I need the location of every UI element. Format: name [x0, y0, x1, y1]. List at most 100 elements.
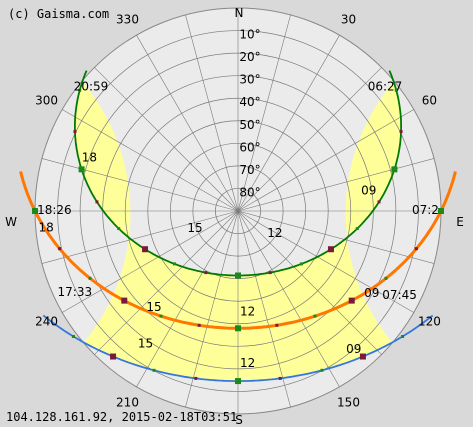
- equinox-time-label: 07:2: [412, 203, 439, 217]
- altitude-ring-label: 40°: [239, 95, 260, 109]
- hour-marker: [414, 247, 418, 251]
- equinox-time-label: 09: [364, 286, 379, 300]
- hour-marker: [110, 353, 117, 360]
- hour-marker: [384, 276, 388, 280]
- cardinal-west: W: [5, 215, 17, 229]
- hour-marker: [359, 353, 366, 360]
- azimuth-spoke: [237, 210, 382, 355]
- azimuth-tick-label: 240: [35, 315, 58, 329]
- winter-time-label: 12: [240, 356, 255, 370]
- summer-time-label: 20:59: [74, 80, 109, 94]
- cardinal-north: N: [235, 6, 244, 20]
- hour-marker: [313, 314, 317, 318]
- azimuth-spoke: [237, 158, 435, 212]
- azimuth-spoke: [94, 210, 239, 355]
- hour-marker: [78, 166, 85, 173]
- hour-marker: [95, 200, 99, 204]
- hour-marker: [268, 271, 272, 275]
- grid: [35, 8, 441, 414]
- hour-marker: [278, 376, 282, 380]
- summer-time-label: 15: [187, 221, 202, 235]
- azimuth-spoke: [237, 210, 291, 408]
- hour-marker: [235, 378, 241, 385]
- altitude-ring-label: 10°: [239, 28, 260, 42]
- cardinal-east: E: [456, 215, 464, 229]
- azimuth-tick-label: 60: [422, 94, 437, 108]
- hour-marker: [300, 262, 304, 266]
- hour-marker: [117, 227, 121, 231]
- azimuth-spoke: [237, 109, 414, 212]
- hour-marker: [73, 130, 77, 134]
- footer-stamp: 104.128.161.92, 2015-02-18T03:51: [6, 410, 237, 424]
- altitude-ring-labels: 10° 20° 30° 40° 50° 60° 70° 80°: [239, 28, 260, 200]
- copyright-text: (c) Gaisma.com: [8, 7, 109, 21]
- azimuth-spoke: [62, 109, 239, 212]
- hour-markers: [32, 88, 444, 385]
- azimuth-spoke: [41, 158, 239, 212]
- azimuth-tick-label: 300: [35, 94, 58, 108]
- equinox-time-label: 15: [146, 300, 161, 314]
- winter-time-label: 17:33: [58, 285, 93, 299]
- hour-marker: [348, 297, 355, 304]
- hour-marker: [399, 130, 403, 134]
- hour-marker: [197, 323, 201, 327]
- azimuth-spoke: [94, 67, 239, 212]
- hour-marker: [204, 271, 208, 275]
- hour-marker: [172, 262, 176, 266]
- summer-time-label: 06:27: [368, 80, 403, 94]
- azimuth-tick-label: 210: [116, 395, 139, 409]
- azimuth-spoke: [237, 210, 414, 313]
- daylight-band: [74, 81, 402, 382]
- winter-time-label: 07:45: [382, 288, 417, 302]
- summer-time-label: 18: [82, 151, 97, 165]
- altitude-ring-label: 80°: [239, 185, 260, 199]
- equinox-time-label: 18: [39, 221, 54, 235]
- azimuth-tick-label: 30: [341, 13, 356, 27]
- hour-marker: [401, 334, 405, 338]
- hour-marker: [327, 246, 334, 253]
- cardinal-south: S: [235, 413, 243, 427]
- hour-marker: [235, 325, 241, 332]
- winter-time-label: 09: [346, 342, 361, 356]
- azimuth-tick-label: 330: [116, 13, 139, 27]
- summer-time-label: 09: [361, 183, 376, 197]
- hour-marker: [377, 200, 381, 204]
- altitude-ring-label: 60°: [239, 140, 260, 154]
- azimuth-tick-labels: 30 60 120 150 210 240 300 330: [35, 13, 441, 410]
- altitude-ring-label: 30°: [239, 73, 260, 87]
- winter-time-label: 15: [138, 337, 153, 351]
- series-time-labels: 20:59 06:27 18 15 12 09 18:26 07:2 18 15 12 09 17:33…: [37, 80, 439, 371]
- azimuth-spoke: [237, 67, 382, 212]
- hour-marker: [32, 208, 38, 214]
- hour-marker: [152, 368, 156, 372]
- hour-marker: [320, 368, 324, 372]
- hour-marker: [88, 276, 92, 280]
- hour-marker: [235, 272, 241, 279]
- hour-marker: [142, 246, 149, 253]
- summer-time-label: 12: [267, 226, 282, 240]
- hour-marker: [71, 334, 75, 338]
- azimuth-spoke: [237, 14, 291, 212]
- azimuth-spoke: [136, 210, 239, 387]
- hour-marker: [355, 227, 359, 231]
- azimuth-spoke: [136, 35, 239, 212]
- azimuth-spoke: [41, 210, 239, 264]
- hour-marker: [394, 88, 398, 92]
- hour-marker: [438, 208, 444, 214]
- hour-marker: [194, 376, 198, 380]
- azimuth-spoke: [185, 14, 239, 212]
- hour-marker: [121, 297, 128, 304]
- hour-marker: [391, 166, 398, 173]
- equinox-time-label: 12: [240, 304, 255, 318]
- azimuth-spoke: [62, 210, 239, 313]
- hour-marker: [58, 247, 62, 251]
- hour-marker: [275, 323, 279, 327]
- altitude-ring-label: 70°: [239, 163, 260, 177]
- hour-marker: [78, 88, 82, 92]
- azimuth-spoke: [237, 35, 340, 212]
- azimuth-spoke: [237, 210, 435, 264]
- hour-marker: [159, 314, 163, 318]
- altitude-ring-label: 50°: [239, 118, 260, 132]
- azimuth-tick-label: 150: [337, 395, 360, 409]
